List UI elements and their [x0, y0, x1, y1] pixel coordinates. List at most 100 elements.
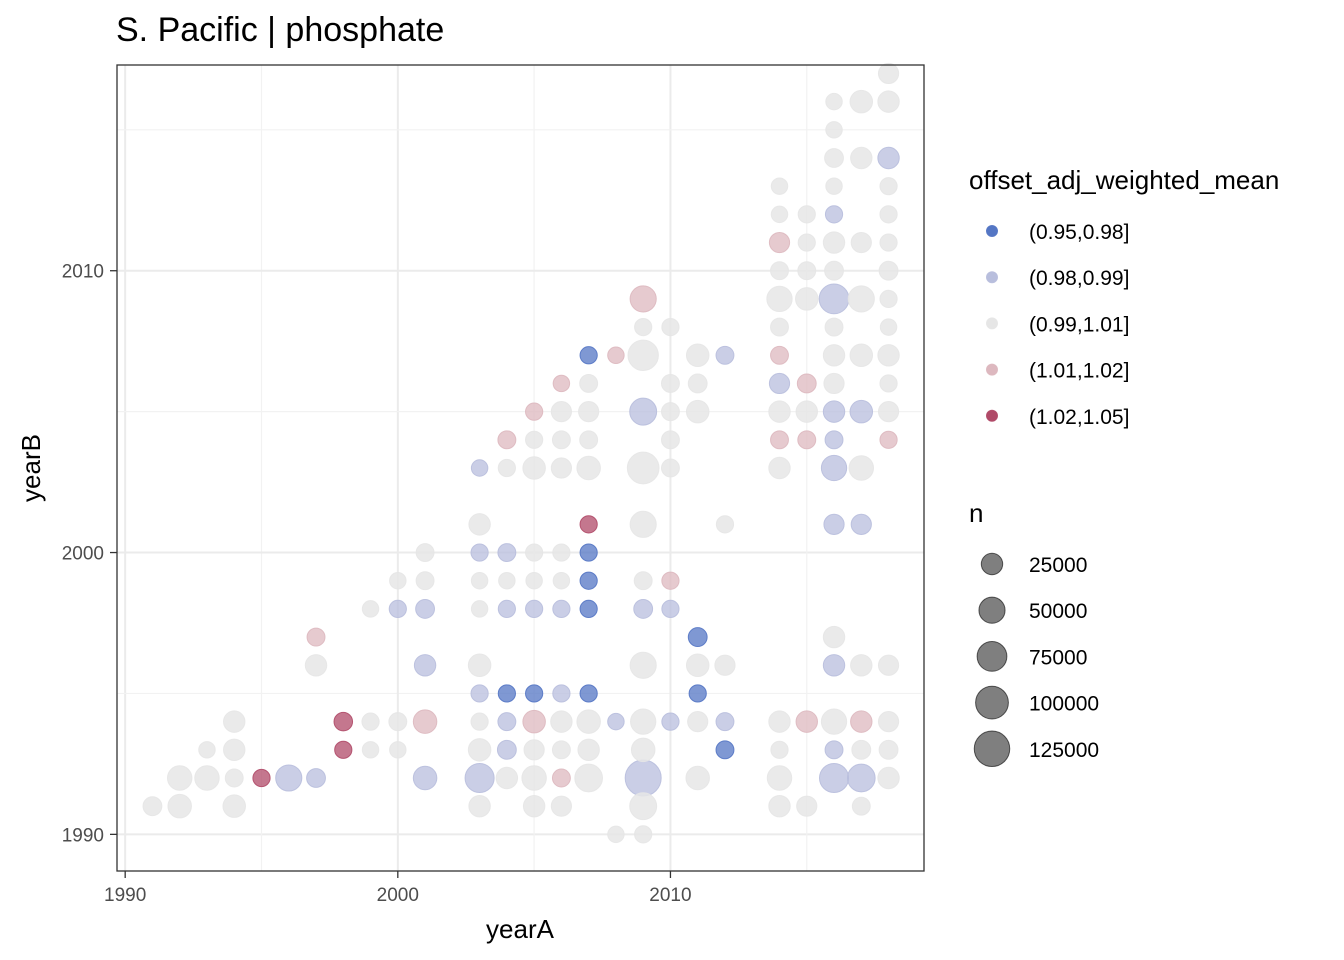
data-point — [796, 373, 817, 394]
data-point — [687, 711, 709, 733]
data-point — [525, 684, 544, 703]
data-point — [497, 712, 517, 732]
data-point — [579, 430, 599, 450]
color-legend-label: (0.99,1.01] — [1029, 313, 1129, 336]
data-point — [626, 451, 660, 485]
data-point — [306, 627, 326, 647]
data-point — [523, 739, 545, 761]
data-point — [577, 738, 600, 762]
data-point — [415, 571, 435, 591]
data-point — [579, 515, 598, 534]
size-legend-key — [976, 641, 1008, 672]
data-point — [820, 454, 848, 482]
data-point — [851, 739, 872, 760]
data-point — [661, 317, 680, 337]
data-point — [877, 90, 900, 113]
data-point — [685, 765, 710, 791]
data-point — [768, 710, 791, 733]
data-point — [660, 458, 680, 478]
data-point — [879, 318, 898, 336]
size-legend-label: 75000 — [1029, 646, 1087, 669]
data-point — [552, 684, 571, 703]
data-point — [795, 287, 819, 311]
size-legend-label: 50000 — [1029, 600, 1087, 623]
data-point — [525, 430, 544, 449]
data-point — [551, 430, 571, 450]
data-point — [629, 651, 657, 679]
data-point — [579, 571, 598, 590]
data-point — [715, 515, 735, 534]
data-point — [551, 740, 571, 760]
data-point — [522, 709, 546, 734]
color-legend-title: offset_adj_weighted_mean — [969, 165, 1279, 195]
data-point — [388, 712, 408, 732]
data-point — [877, 711, 900, 733]
data-point — [551, 768, 571, 788]
data-point — [578, 401, 600, 423]
data-point — [467, 653, 492, 678]
data-point — [766, 765, 793, 791]
data-point — [715, 712, 735, 732]
data-point — [877, 146, 900, 170]
size-legend-label: 100000 — [1029, 693, 1099, 716]
data-point — [525, 543, 544, 562]
size-legend-label: 25000 — [1029, 554, 1087, 577]
data-point — [468, 513, 491, 536]
data-point — [796, 795, 818, 817]
data-point — [525, 572, 543, 590]
data-point — [824, 317, 844, 337]
data-point — [768, 794, 791, 818]
data-point — [576, 709, 601, 734]
data-point — [825, 92, 843, 111]
data-point — [194, 765, 220, 791]
data-point — [768, 372, 791, 395]
data-point — [498, 572, 516, 590]
data-point — [879, 177, 898, 196]
data-point — [550, 401, 572, 423]
data-point — [521, 765, 547, 791]
data-point — [633, 571, 653, 591]
data-point — [223, 710, 246, 733]
data-point — [579, 374, 599, 393]
data-point — [550, 457, 572, 479]
data-point — [768, 231, 791, 254]
data-point — [825, 121, 843, 139]
data-point — [630, 737, 656, 763]
color-legend-key — [986, 317, 998, 330]
data-point — [877, 654, 900, 676]
data-point — [768, 456, 791, 480]
data-point — [661, 599, 680, 619]
data-point — [629, 397, 658, 426]
data-point — [824, 205, 844, 224]
data-point — [824, 260, 844, 281]
data-point — [496, 739, 517, 760]
data-point — [797, 233, 816, 252]
data-point — [850, 146, 873, 170]
x-axis-title: yearA — [486, 914, 555, 944]
data-point — [687, 373, 708, 394]
size-legend-key — [980, 552, 1004, 576]
data-point — [823, 513, 845, 535]
data-point — [849, 343, 874, 368]
data-point — [823, 372, 845, 395]
data-point — [687, 627, 708, 648]
color-legend-key — [986, 271, 998, 284]
y-axis-title: yearB — [16, 434, 46, 502]
data-point — [167, 793, 192, 819]
y-tick-label: 1990 — [62, 825, 104, 846]
data-point — [579, 599, 598, 619]
data-point — [470, 543, 489, 562]
data-point — [550, 710, 573, 733]
data-point — [552, 599, 571, 619]
data-point — [822, 654, 846, 677]
data-point — [497, 543, 517, 562]
data-point — [222, 794, 246, 818]
data-point — [361, 712, 380, 731]
data-point — [412, 709, 438, 734]
data-point — [495, 766, 519, 790]
data-point — [770, 261, 789, 281]
data-point — [629, 792, 658, 821]
data-point — [770, 317, 789, 337]
data-point — [334, 740, 353, 759]
